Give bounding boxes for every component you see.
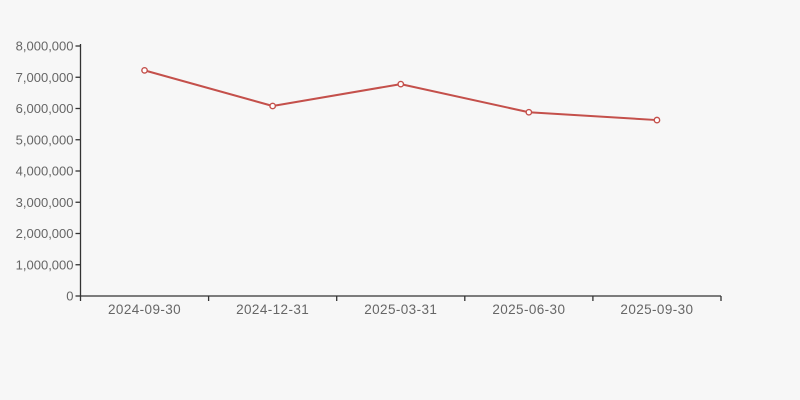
y-axis-tick-label: 5,000,000 bbox=[16, 132, 74, 147]
y-axis-tick-label: 2,000,000 bbox=[16, 226, 74, 241]
y-axis-tick-label: 8,000,000 bbox=[16, 39, 74, 54]
y-axis-tick-label: 6,000,000 bbox=[16, 101, 74, 116]
data-point-marker[interactable] bbox=[525, 108, 533, 116]
data-point-marker[interactable] bbox=[269, 102, 277, 110]
data-point-marker[interactable] bbox=[397, 80, 405, 88]
x-axis-tick-label: 2024-09-30 bbox=[108, 302, 181, 317]
x-axis-tick-label: 2025-03-31 bbox=[364, 302, 437, 317]
y-axis-tick-label: 1,000,000 bbox=[16, 257, 74, 272]
y-axis-tick-label: 3,000,000 bbox=[16, 195, 74, 210]
x-axis-tick-label: 2025-09-30 bbox=[620, 302, 693, 317]
y-axis-tick-label: 0 bbox=[66, 289, 73, 304]
x-axis-tick-label: 2025-06-30 bbox=[492, 302, 565, 317]
data-point-marker[interactable] bbox=[141, 66, 148, 74]
x-axis-tick-label: 2024-12-31 bbox=[236, 302, 309, 317]
y-axis-tick-label: 4,000,000 bbox=[16, 164, 74, 179]
y-axis-tick-label: 7,000,000 bbox=[16, 70, 74, 85]
data-point-marker[interactable] bbox=[653, 116, 661, 124]
